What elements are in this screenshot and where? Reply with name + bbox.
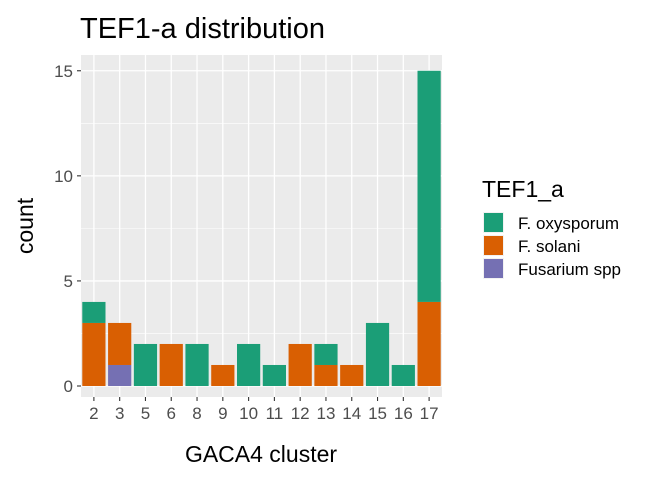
legend-title: TEF1_a — [482, 176, 564, 202]
legend-swatch — [484, 213, 503, 232]
x-tick-label: 5 — [141, 404, 150, 423]
y-tick-label: 0 — [64, 377, 73, 396]
x-axis: 2 3 5 6 8 9 10 11 12 13 14 15 16 17 — [89, 397, 439, 423]
bar-10-f-oxysporum — [237, 343, 261, 386]
bar-16-f-oxysporum — [391, 364, 415, 386]
x-tick-label: 2 — [89, 404, 98, 423]
y-axis: 0 5 10 15 — [54, 62, 81, 396]
bar-17-f-oxysporum — [417, 70, 441, 302]
bar-11-f-oxysporum — [262, 364, 286, 386]
bar-3-fusarium-spp — [108, 364, 132, 386]
bar-3-f-solani — [108, 322, 132, 365]
legend-label: F. oxysporum — [518, 214, 619, 233]
legend-swatch — [484, 236, 503, 255]
legend-swatch — [484, 259, 503, 278]
bar-15-f-oxysporum — [365, 322, 390, 386]
x-tick-label: 12 — [291, 404, 310, 423]
x-tick-label: 6 — [167, 404, 176, 423]
bar-17-f-solani — [417, 301, 441, 386]
bars — [82, 70, 441, 386]
legend: TEF1_a F. oxysporum F. solani Fusarium spp — [482, 176, 621, 279]
x-tick-label: 3 — [115, 404, 124, 423]
bar-8-f-oxysporum — [185, 343, 209, 386]
x-axis-title: GACA4 cluster — [185, 441, 337, 467]
bar-13-f-solani — [314, 364, 338, 386]
bar-9-f-solani — [211, 364, 235, 386]
y-tick-label: 10 — [54, 167, 73, 186]
y-tick-label: 5 — [64, 272, 73, 291]
x-tick-label: 16 — [394, 404, 413, 423]
bar-2-f-oxysporum — [82, 301, 106, 323]
x-tick-label: 14 — [342, 404, 361, 423]
x-tick-label: 8 — [192, 404, 201, 423]
x-tick-label: 10 — [239, 404, 258, 423]
legend-label: Fusarium spp — [518, 260, 621, 279]
bar-6-f-solani — [159, 343, 183, 386]
bar-2-f-solani — [82, 322, 106, 386]
bar-13-f-oxysporum — [314, 343, 338, 365]
x-tick-label: 17 — [420, 404, 439, 423]
x-tick-label: 11 — [266, 404, 284, 423]
bar-12-f-solani — [288, 343, 312, 386]
chart-title: TEF1-a distribution — [80, 13, 325, 45]
bar-5-f-oxysporum — [133, 343, 158, 386]
x-tick-label: 9 — [218, 404, 227, 423]
y-tick-label: 15 — [54, 62, 73, 81]
x-tick-label: 13 — [317, 404, 336, 423]
x-tick-label: 15 — [368, 404, 387, 423]
bar-14-f-solani — [340, 364, 364, 386]
legend-label: F. solani — [518, 237, 580, 256]
y-axis-title: count — [12, 197, 38, 254]
